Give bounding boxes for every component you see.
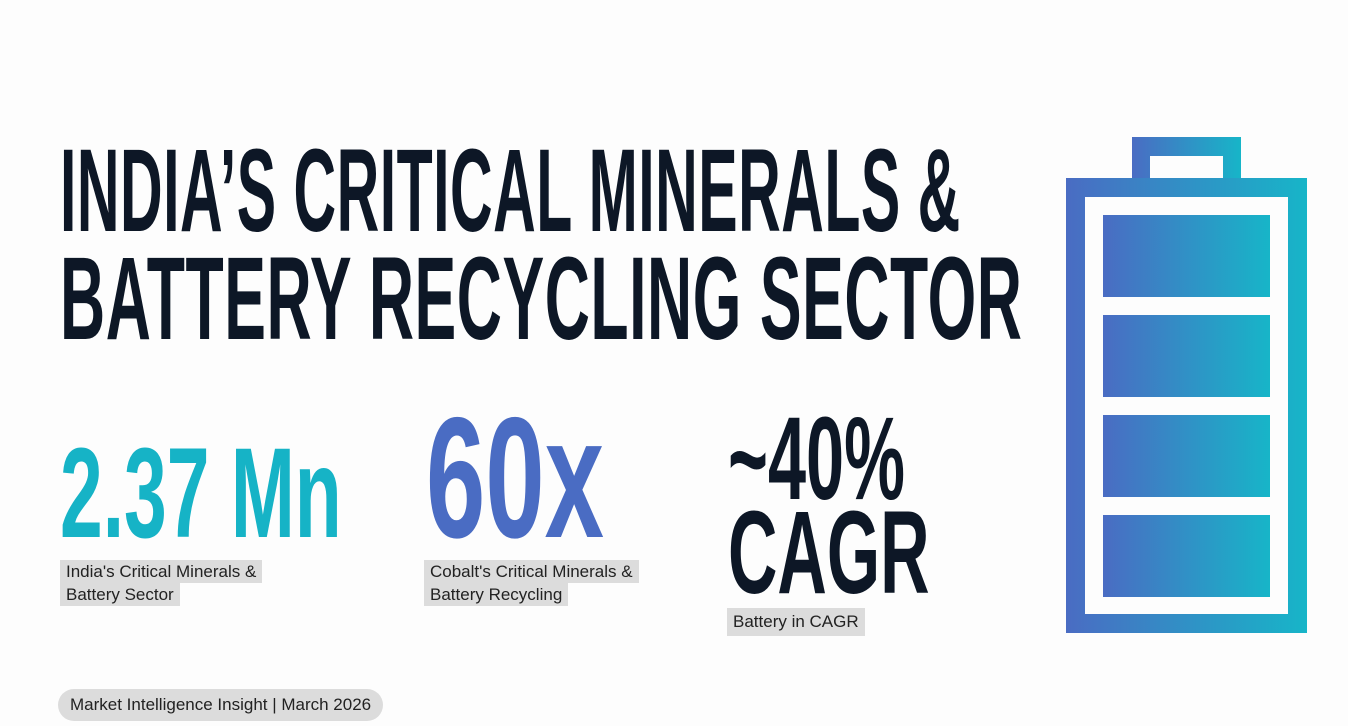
stat-value-cagr-word: CAGR (728, 487, 930, 619)
stat-label-sector-size: India's Critical Minerals & Battery Sect… (60, 560, 263, 606)
title-line-1: INDIA’S CRITICAL MINERALS & (60, 125, 961, 257)
footer-badge: Market Intelligence Insight | March 2026 (58, 689, 384, 721)
battery-cell (1103, 215, 1270, 297)
battery-terminal (1132, 137, 1241, 180)
title-line-2: BATTERY RECYCLING SECTOR (60, 233, 1023, 365)
stat-label-cagr: Battery in CAGR (727, 608, 865, 636)
stat-label-cobalt: Cobalt's Critical Minerals & Battery Rec… (424, 560, 639, 606)
battery-cell (1103, 515, 1270, 597)
stat-value-cobalt: 60x (426, 382, 604, 574)
battery-cell (1103, 415, 1270, 497)
stat-value-cagr-pct: ~40% (728, 393, 905, 525)
stat-value-sector-size: 2.37 Mn (60, 422, 342, 565)
battery-cell (1103, 315, 1270, 397)
